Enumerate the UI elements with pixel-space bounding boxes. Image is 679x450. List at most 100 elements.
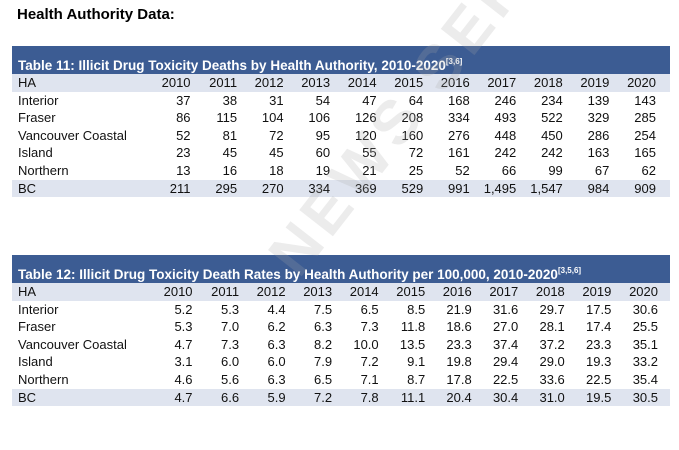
- table-cell: 6.5: [360, 301, 379, 317]
- table-cell: 7.0: [220, 319, 240, 335]
- total-row: BC 211 295 270 334 369 529 991 1,495 1,547 984 909: [12, 179, 670, 198]
- table-cell: 38: [222, 92, 238, 108]
- table-cell: 31.0: [530, 388, 577, 407]
- table-cell: 163: [587, 145, 610, 161]
- table-cell: 2015: [390, 74, 438, 92]
- table-cell: 2018: [530, 283, 577, 301]
- table-cell: 31: [269, 92, 284, 108]
- table-cell: 120: [354, 127, 377, 143]
- table-cell: 329: [587, 110, 610, 126]
- table-cell: 31.6: [492, 301, 519, 317]
- row-label: Interior: [18, 92, 59, 108]
- table-cell: 2013: [297, 74, 345, 92]
- table-cell: 7.3: [360, 319, 379, 335]
- table-cell: 6.3: [267, 336, 286, 352]
- table-cell: 246: [494, 92, 517, 108]
- table-cell: 115: [216, 110, 238, 126]
- row-label: Interior: [18, 301, 59, 317]
- table-cell: 27.0: [492, 319, 519, 335]
- table-cell: 17.8: [446, 371, 472, 387]
- table-cell: 295: [204, 179, 252, 198]
- table-cell: 6.5: [314, 371, 333, 387]
- table-cell: 29.0: [539, 354, 565, 370]
- table-cell: 17.5: [586, 301, 612, 317]
- row-label: Fraser: [18, 110, 56, 126]
- table-cell: 7.1: [360, 371, 379, 387]
- table-cell: 33.2: [632, 354, 658, 370]
- table-cell: 16: [222, 162, 238, 178]
- row-label: BC: [12, 179, 158, 198]
- table-cell: 10.0: [353, 336, 379, 352]
- table-11-refs: [3,6]: [445, 57, 463, 66]
- table-cell: 37.2: [539, 336, 565, 352]
- row-label: Vancouver Coastal: [18, 336, 127, 352]
- table-cell: 2019: [576, 283, 624, 301]
- table-cell: 8.7: [407, 371, 426, 387]
- table-cell: 25: [408, 162, 424, 178]
- table-cell: 25.5: [632, 319, 658, 335]
- table-cell: 126: [354, 110, 377, 126]
- table-cell: 8.2: [314, 336, 333, 352]
- table-cell: 45: [269, 145, 284, 161]
- row-label: Island: [18, 354, 53, 370]
- table-cell: 4.7: [158, 388, 205, 407]
- table-cell: 30.6: [632, 301, 658, 317]
- table-cell: 30.5: [623, 388, 670, 407]
- table-cell: 95: [315, 127, 331, 143]
- table-cell: 23: [176, 145, 191, 161]
- table-cell: 2017: [483, 74, 531, 92]
- table-cell: 143: [634, 92, 656, 108]
- table-cell: 37.4: [492, 336, 519, 352]
- table-cell: 19.8: [446, 354, 472, 370]
- table-cell: 4.4: [267, 301, 286, 317]
- table-cell: 1,547: [530, 179, 577, 198]
- table-cell: 369: [344, 179, 391, 198]
- table-cell: 4.7: [174, 336, 193, 352]
- table-cell: 2015: [390, 283, 438, 301]
- table-cell: 493: [494, 110, 517, 126]
- table-cell: 28.1: [539, 319, 565, 335]
- table-12: Table 12: Illicit Drug Toxicity Death Ra…: [12, 255, 670, 407]
- table-cell: 522: [541, 110, 563, 126]
- table-cell: 3.1: [174, 354, 193, 370]
- table-cell: 529: [390, 179, 438, 198]
- table-cell: 6.3: [314, 319, 333, 335]
- table-cell: 29.4: [492, 354, 519, 370]
- table-cell: 5.9: [251, 388, 298, 407]
- table-cell: 286: [587, 127, 610, 143]
- table-cell: 66: [501, 162, 517, 178]
- table-cell: 6.0: [267, 354, 286, 370]
- table-cell: 8.5: [407, 301, 426, 317]
- table-cell: 208: [401, 110, 424, 126]
- table-cell: 909: [623, 179, 670, 198]
- table-cell: 211: [158, 179, 205, 198]
- table-cell: 1,495: [483, 179, 531, 198]
- table-cell: 54: [315, 92, 331, 108]
- table-cell: 2014: [344, 283, 391, 301]
- table-cell: 2011: [204, 74, 252, 92]
- table-cell: 7.9: [314, 354, 333, 370]
- table-cell: 29.7: [539, 301, 565, 317]
- table-row: Interior 37 38 31 54 47 64 168 246 234 139 143: [12, 92, 670, 110]
- table-cell: 2018: [530, 74, 577, 92]
- table-cell: 2010: [158, 283, 205, 301]
- table-cell: 72: [408, 145, 424, 161]
- table-12-refs: [3,5,6]: [557, 266, 582, 275]
- table-cell: 11.8: [400, 319, 426, 335]
- header-row: HA 2010 2011 2012 2013 2014 2015 2016 2017 2018 20…: [12, 283, 670, 301]
- table-cell: 35.1: [632, 336, 658, 352]
- table-cell: 234: [541, 92, 563, 108]
- table-cell: 5.3: [220, 301, 240, 317]
- table-cell: 242: [494, 145, 517, 161]
- table-cell: 67: [594, 162, 610, 178]
- table-cell: 984: [576, 179, 624, 198]
- table-cell: 23.3: [446, 336, 472, 352]
- table-12-title: Table 12: Illicit Drug Toxicity Death Ra…: [12, 255, 670, 283]
- table-cell: 19.3: [586, 354, 612, 370]
- header-row: HA 2010 2011 2012 2013 2014 2015 2016 2017 2018 20…: [12, 74, 670, 92]
- row-label: Fraser: [18, 319, 56, 335]
- table-cell: 55: [362, 145, 377, 161]
- table-cell: 242: [541, 145, 563, 161]
- table-cell: 30.4: [483, 388, 531, 407]
- table-cell: 2013: [297, 283, 345, 301]
